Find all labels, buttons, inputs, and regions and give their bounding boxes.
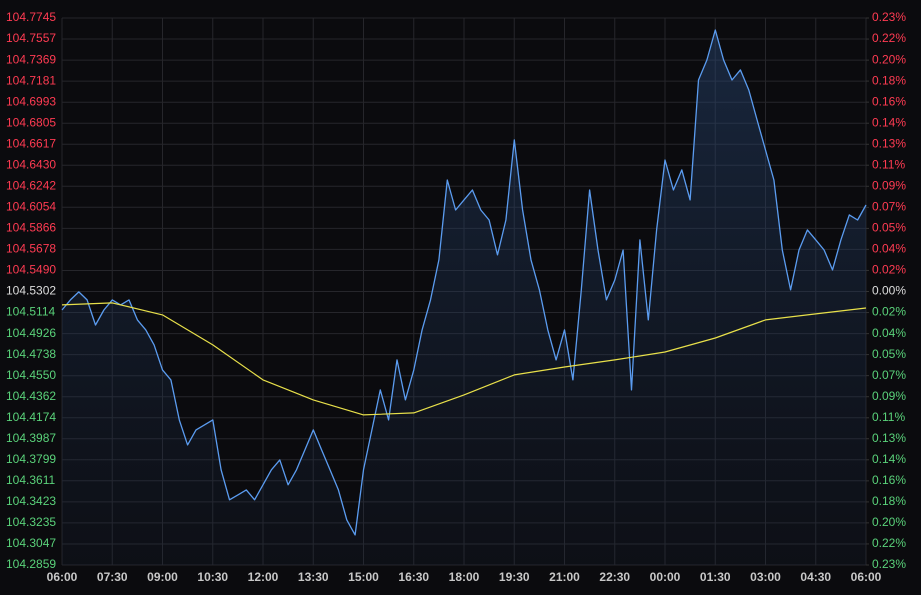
y2-tick-label: 0.22% (872, 536, 906, 550)
y-tick-label: 104.6805 (6, 115, 56, 129)
y2-tick-label: 0.02% (872, 305, 906, 319)
y-tick-label: 104.5678 (6, 242, 56, 256)
x-tick-label: 12:00 (248, 570, 279, 584)
y2-tick-label: 0.05% (872, 347, 906, 361)
y-tick-label: 104.4926 (6, 326, 56, 340)
y2-tick-label: 0.05% (872, 221, 906, 235)
y2-tick-label: 0.02% (872, 263, 906, 277)
y-tick-label: 104.7557 (6, 31, 56, 45)
y-tick-label: 104.5490 (6, 263, 56, 277)
y2-tick-label: 0.11% (872, 157, 905, 171)
x-tick-label: 22:30 (599, 570, 630, 584)
y2-tick-label: 0.07% (872, 368, 906, 382)
x-tick-label: 19:30 (499, 570, 530, 584)
y2-tick-label: 0.13% (872, 431, 906, 445)
y-tick-label: 104.4550 (6, 368, 56, 382)
y2-tick-label: 0.22% (872, 31, 906, 45)
y-tick-label: 104.6054 (6, 199, 56, 213)
y-tick-label: 104.3987 (6, 431, 56, 445)
y-tick-label: 104.3235 (6, 515, 56, 529)
x-tick-label: 06:00 (47, 570, 78, 584)
y-tick-label: 104.7181 (6, 73, 56, 87)
y2-tick-label: 0.13% (872, 136, 906, 150)
x-tick-label: 04:30 (800, 570, 831, 584)
x-tick-label: 13:30 (298, 570, 329, 584)
line (61, 302, 867, 416)
y-tick-label: 104.6242 (6, 178, 56, 192)
y-tick-label: 104.3423 (6, 494, 56, 508)
y-tick-label: 104.6617 (6, 136, 56, 150)
y-tick-label: 104.4362 (6, 389, 56, 403)
y-tick-label: 104.4738 (6, 347, 56, 361)
line (61, 29, 867, 536)
y-tick-label: 104.5866 (6, 221, 56, 235)
y2-tick-label: 0.20% (872, 52, 906, 66)
y-tick-label: 104.7369 (6, 52, 56, 66)
x-tick-label: 03:00 (750, 570, 781, 584)
x-tick-label: 01:30 (700, 570, 731, 584)
x-tick-label: 16:30 (398, 570, 429, 584)
y2-tick-label: 0.23% (872, 10, 906, 24)
y-tick-label: 104.2859 (6, 557, 56, 571)
y-tick-label: 104.6430 (6, 157, 56, 171)
y-tick-label: 104.3047 (6, 536, 56, 550)
y2-tick-label: 0.18% (872, 73, 906, 87)
x-tick-label: 06:00 (851, 570, 882, 584)
y2-tick-label: 0.04% (872, 242, 906, 256)
x-tick-label: 10:30 (197, 570, 228, 584)
y2-tick-label: 0.09% (872, 178, 906, 192)
y-tick-label: 104.6993 (6, 94, 56, 108)
x-tick-label: 18:00 (449, 570, 480, 584)
x-tick-label: 15:00 (348, 570, 379, 584)
y-tick-label: 104.7745 (6, 10, 56, 24)
y-tick-label: 104.5302 (6, 284, 56, 298)
x-tick-label: 09:00 (147, 570, 178, 584)
y2-tick-label: 0.00% (872, 284, 906, 298)
y2-tick-label: 0.16% (872, 94, 906, 108)
y-tick-label: 104.4174 (6, 410, 56, 424)
y2-tick-label: 0.07% (872, 200, 906, 214)
y2-tick-label: 0.20% (872, 515, 906, 529)
y-tick-label: 104.5114 (6, 305, 55, 319)
y2-tick-label: 0.18% (872, 494, 906, 508)
y2-tick-label: 0.09% (872, 389, 906, 403)
y2-tick-label: 0.14% (872, 452, 906, 466)
y-tick-label: 104.3799 (6, 452, 56, 466)
y2-tick-label: 0.23% (872, 557, 906, 571)
y2-tick-label: 0.16% (872, 473, 906, 487)
x-tick-label: 00:00 (650, 570, 681, 584)
x-tick-label: 21:00 (549, 570, 580, 584)
y2-tick-label: 0.11% (872, 410, 905, 424)
y2-tick-label: 0.04% (872, 326, 906, 340)
x-tick-label: 07:30 (97, 570, 128, 584)
y-tick-label: 104.3611 (6, 473, 55, 487)
y2-tick-label: 0.14% (872, 115, 906, 129)
